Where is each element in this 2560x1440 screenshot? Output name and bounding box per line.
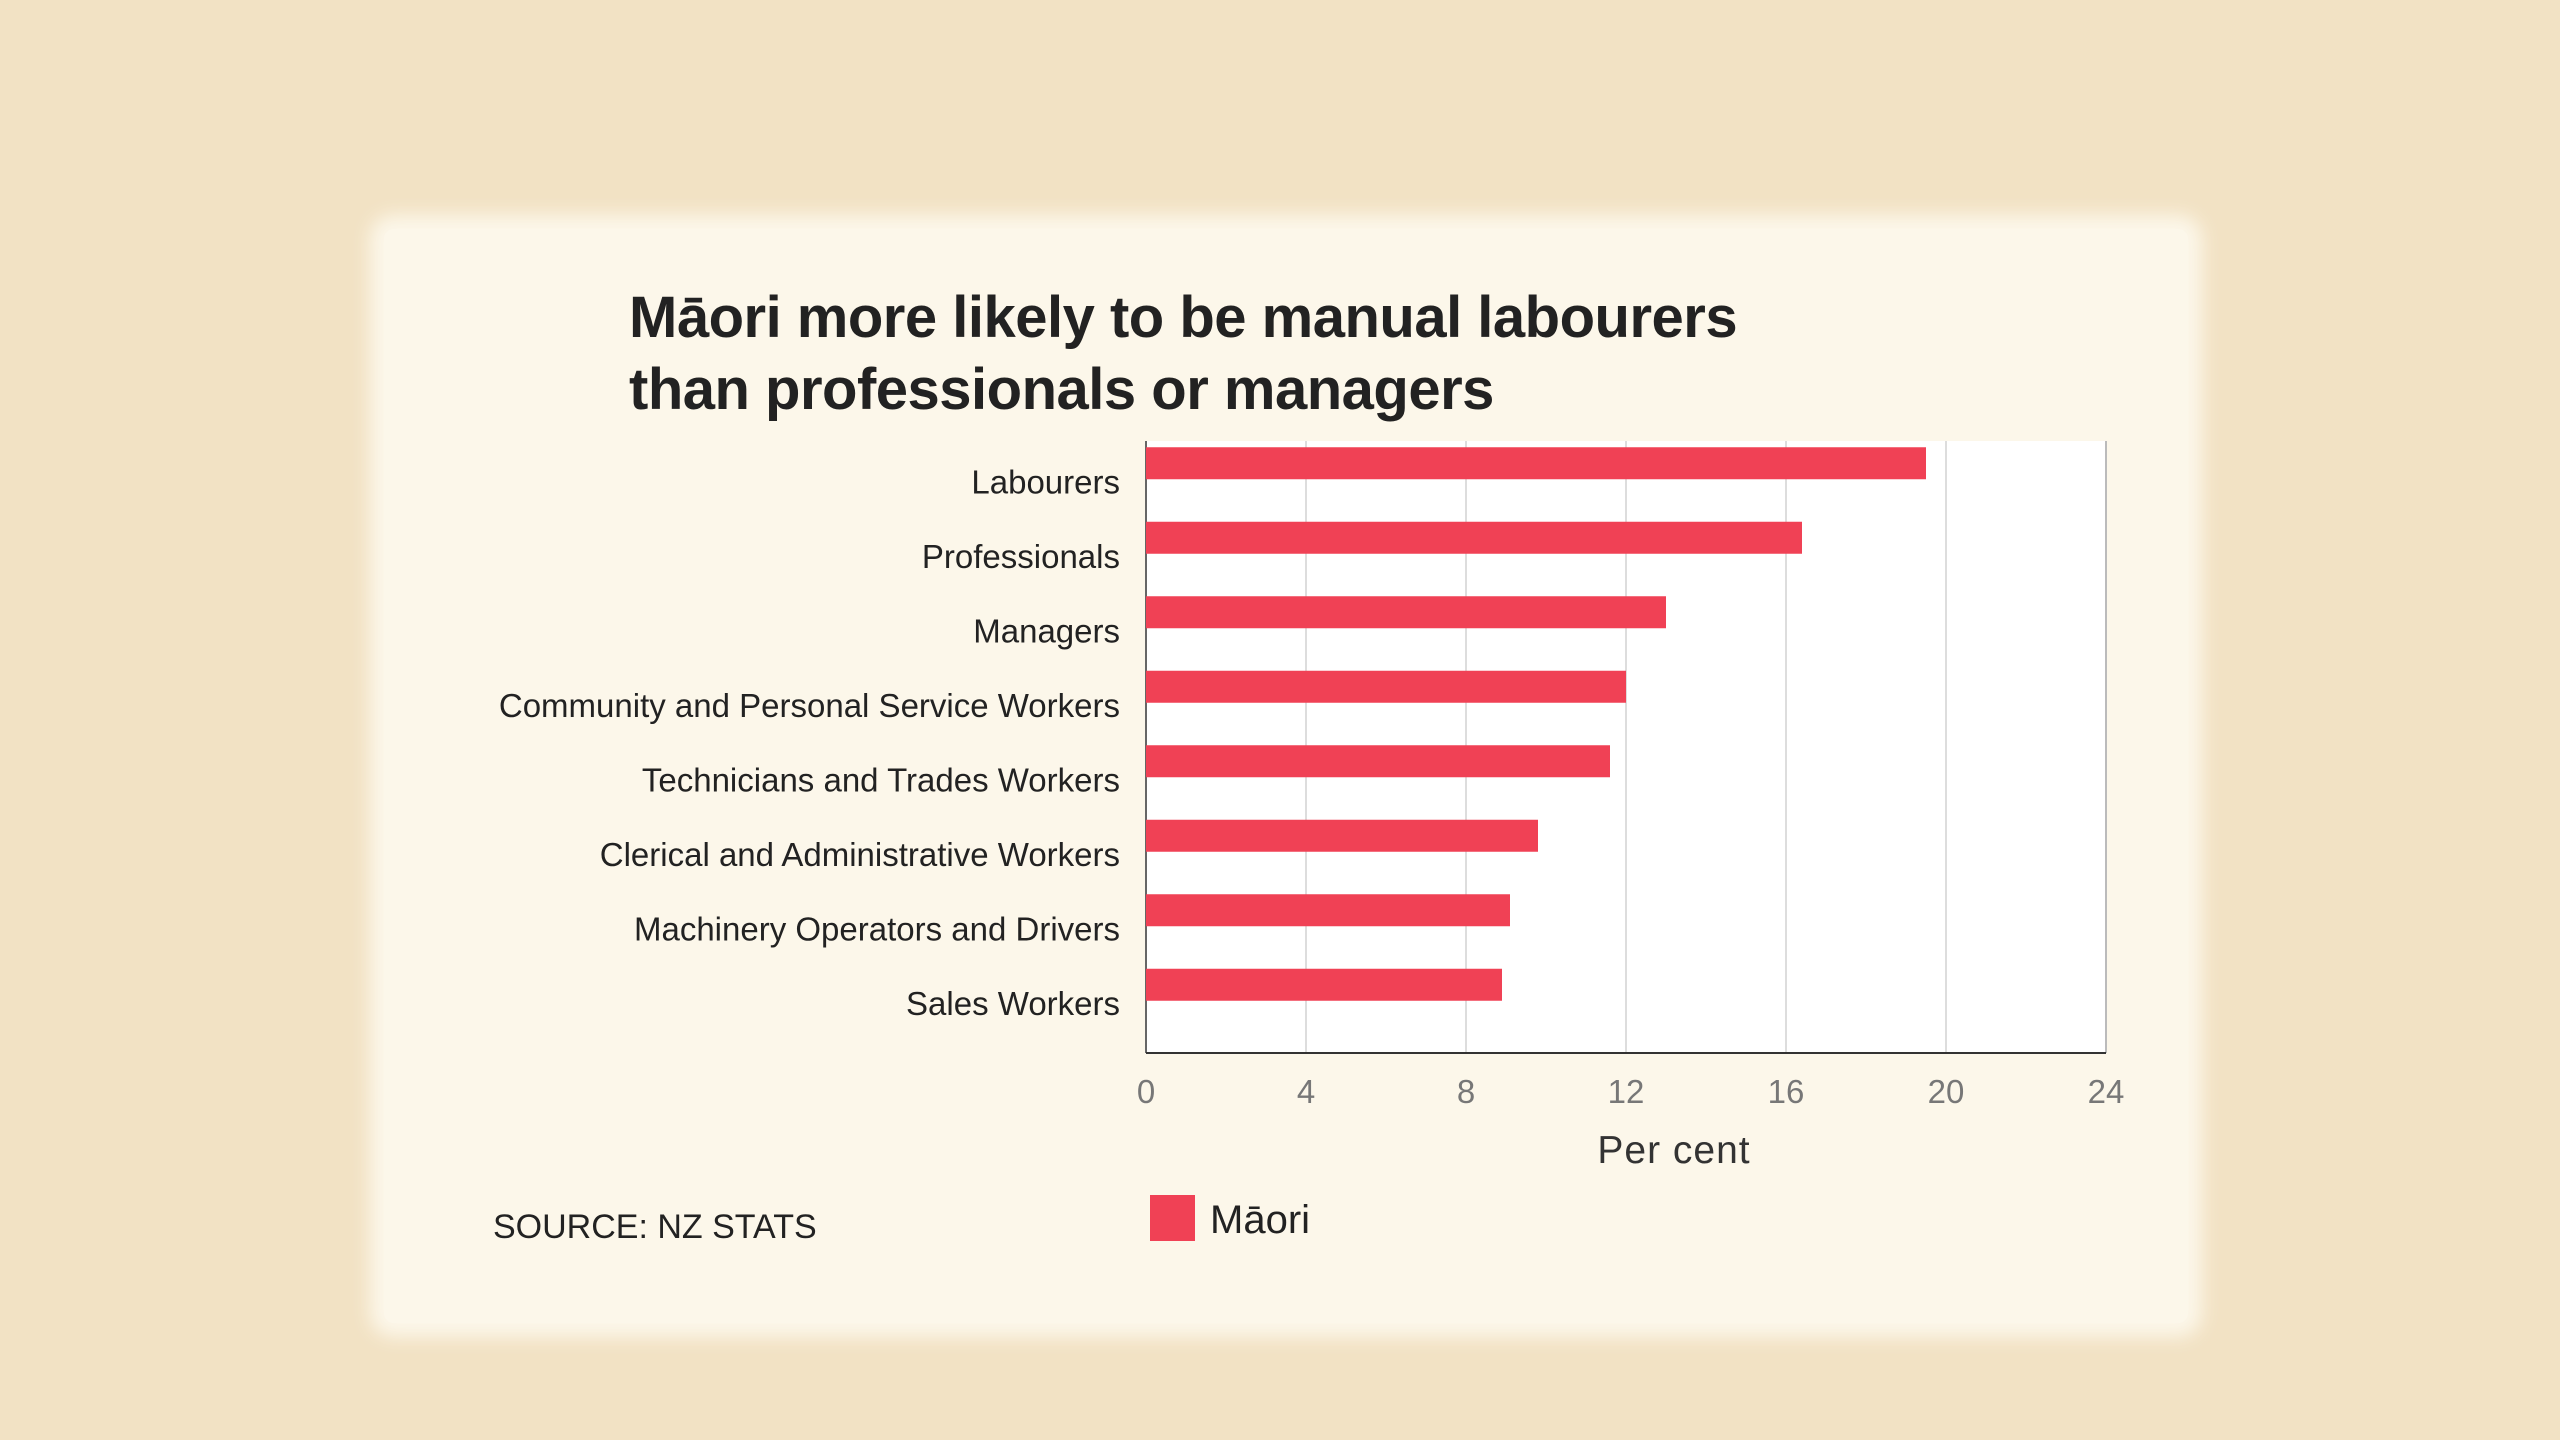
category-label: Technicians and Trades Workers xyxy=(642,761,1120,798)
category-label: Sales Workers xyxy=(906,985,1120,1022)
category-label: Machinery Operators and Drivers xyxy=(634,910,1120,947)
bar xyxy=(1146,596,1666,629)
bar xyxy=(1146,447,1926,480)
x-tick-label: 16 xyxy=(1768,1073,1805,1110)
legend-label: Māori xyxy=(1210,1198,1311,1242)
x-tick-label: 24 xyxy=(2088,1073,2125,1110)
bar xyxy=(1146,670,1626,703)
chart-title: Māori more likely to be manual labourers… xyxy=(629,282,1738,426)
category-label: Clerical and Administrative Workers xyxy=(600,836,1120,873)
x-tick-label: 20 xyxy=(1928,1073,1965,1110)
bar xyxy=(1146,521,1802,554)
bar xyxy=(1146,745,1610,778)
category-label: Managers xyxy=(973,612,1120,649)
x-tick-label: 4 xyxy=(1297,1073,1315,1110)
bar xyxy=(1146,968,1502,1001)
category-label: Labourers xyxy=(971,463,1120,500)
bar xyxy=(1146,894,1510,927)
x-tick-label: 0 xyxy=(1137,1073,1155,1110)
bar xyxy=(1146,819,1538,852)
x-tick-label: 12 xyxy=(1608,1073,1645,1110)
category-label: Community and Personal Service Workers xyxy=(499,687,1120,724)
category-label: Professionals xyxy=(922,538,1120,575)
source-note: SOURCE: NZ STATS xyxy=(493,1208,817,1246)
title-line-1: Māori more likely to be manual labourers xyxy=(629,285,1738,350)
title-line-2: than professionals or managers xyxy=(629,357,1494,422)
legend-swatch xyxy=(1150,1195,1195,1241)
x-axis-label: Per cent xyxy=(1597,1129,1750,1172)
x-tick-label: 8 xyxy=(1457,1073,1475,1110)
